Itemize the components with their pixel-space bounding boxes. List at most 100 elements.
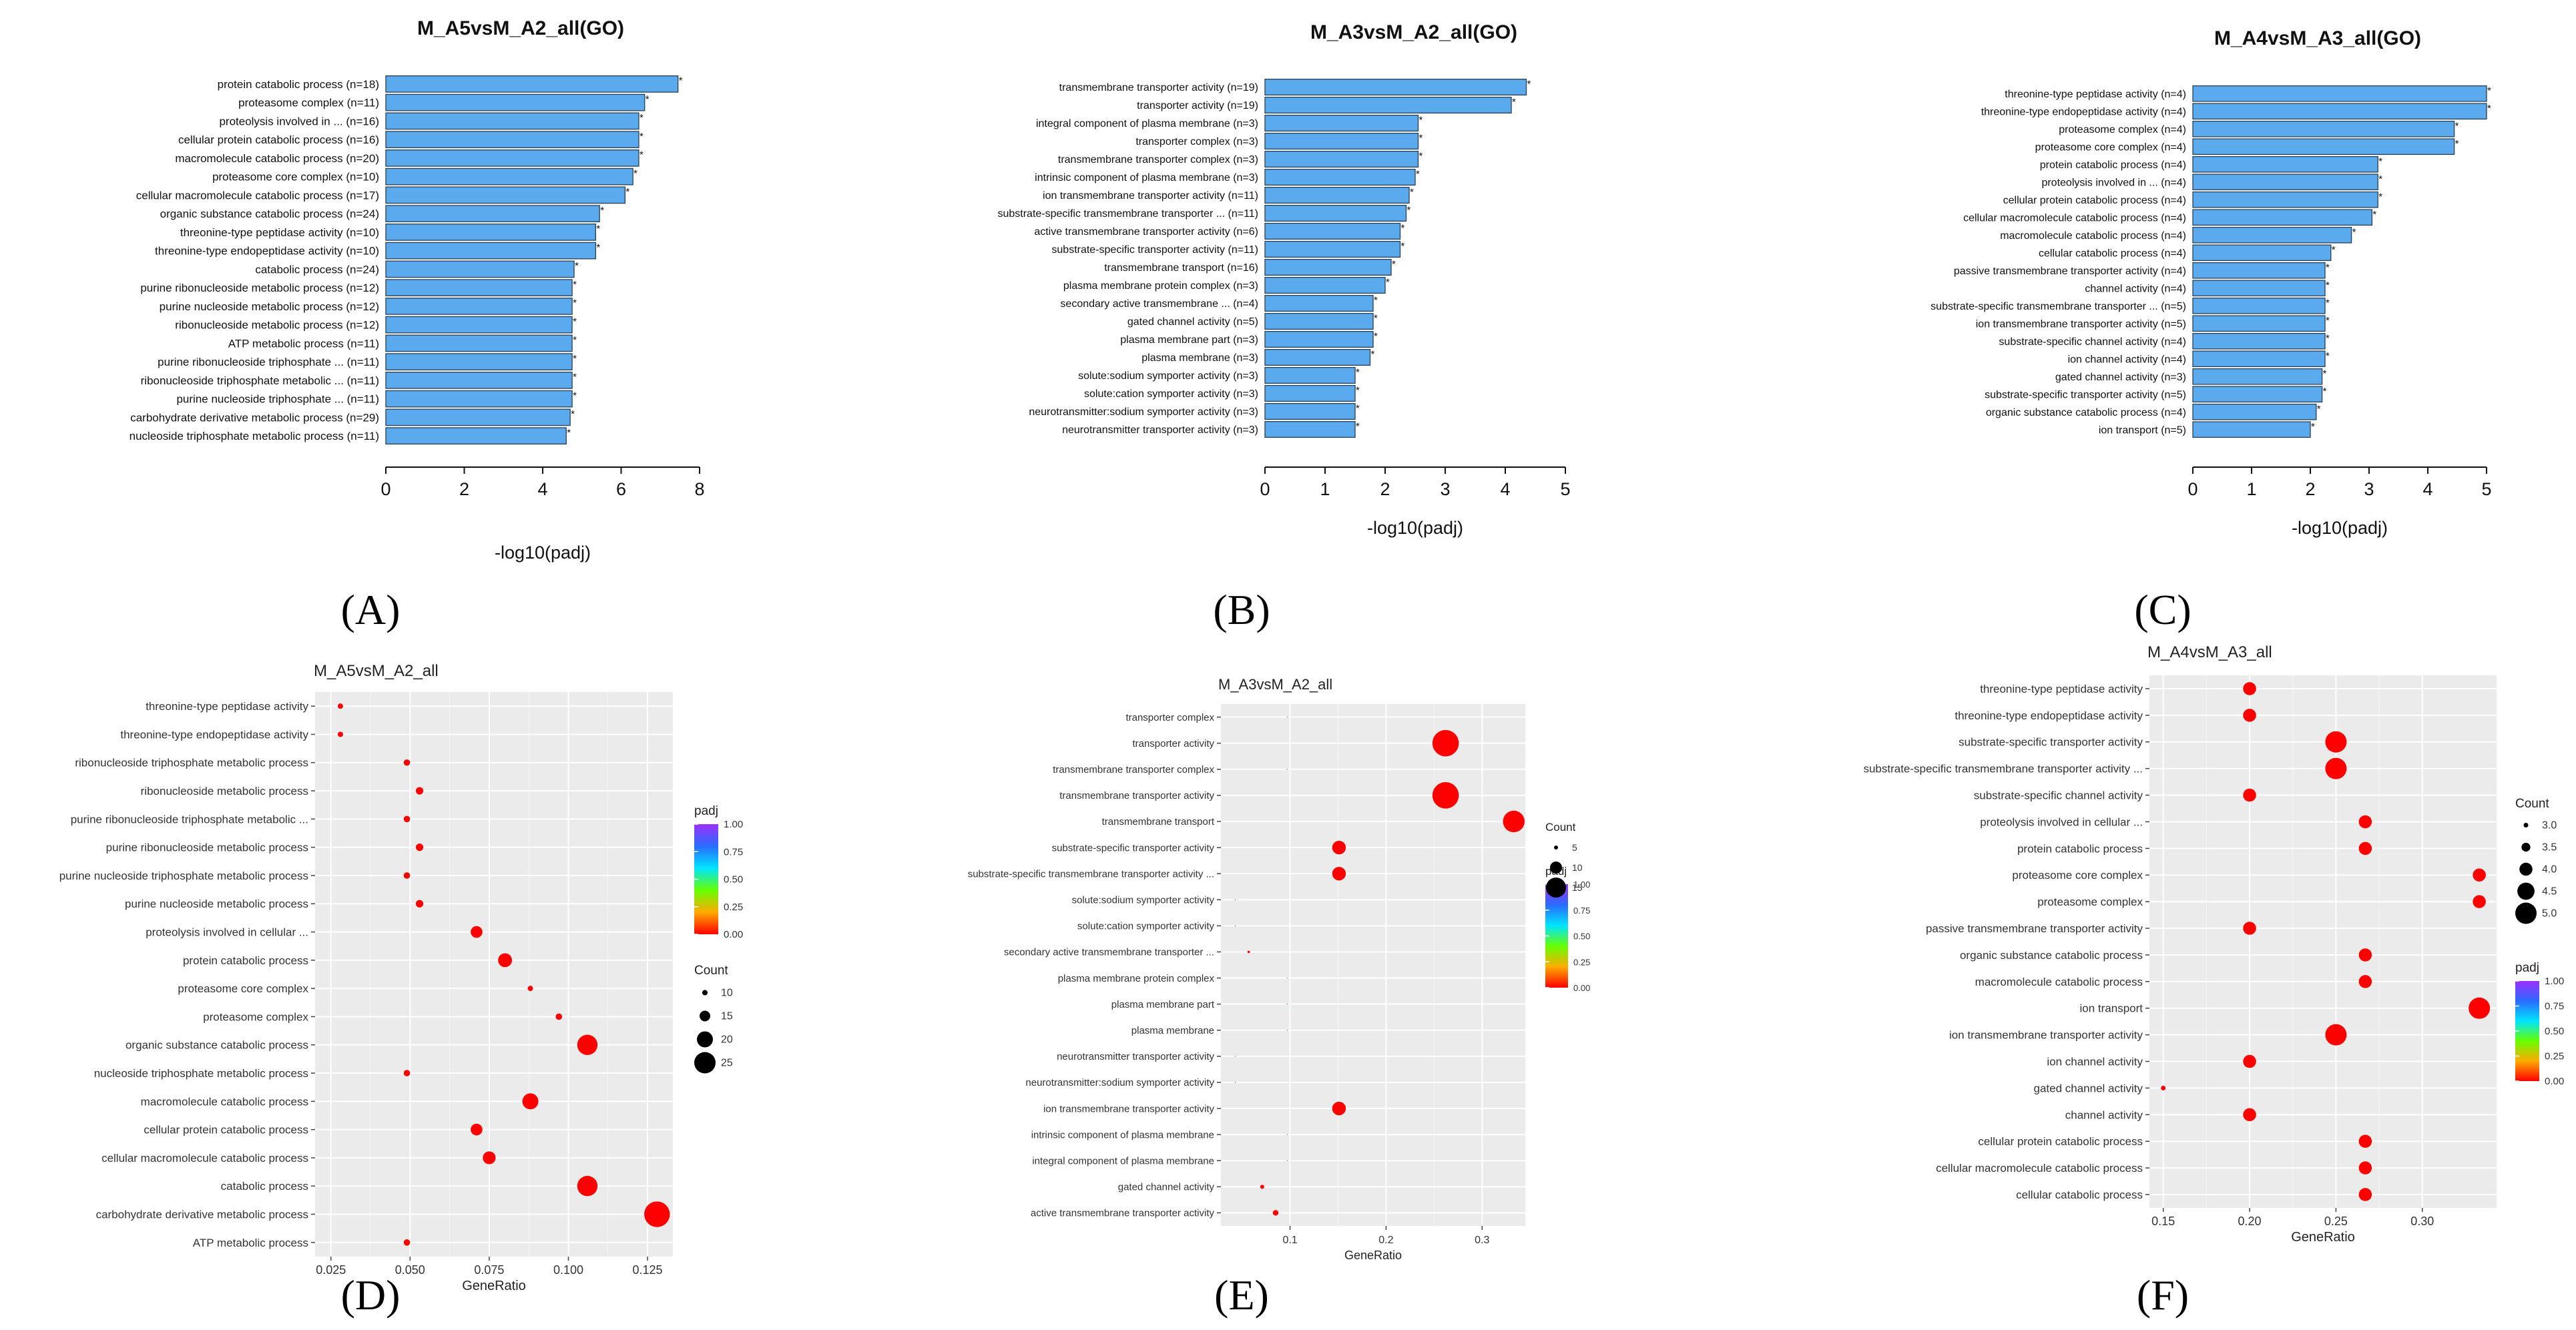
y-category-label: purine ribonucleoside triphosphate metab…	[71, 813, 308, 825]
significance-marker: *	[1392, 259, 1396, 270]
significance-marker: *	[2455, 121, 2459, 132]
significance-marker: *	[639, 131, 643, 142]
bar	[385, 316, 573, 334]
size-legend-dot	[2521, 842, 2531, 852]
chart-title: M_A4vsM_A3_all(GO)	[2214, 27, 2421, 49]
data-point	[403, 815, 411, 823]
x-tick-label: 0	[380, 479, 391, 499]
bar-category-label: threonine-type peptidase activity (n=4)	[2005, 89, 2186, 100]
data-point	[471, 1123, 483, 1136]
data-point	[403, 1239, 411, 1246]
size-legend-dot	[700, 1010, 710, 1022]
size-legend-label: 15	[721, 1011, 733, 1022]
dot-chart-d: threonine-type peptidase activity threoni…	[59, 692, 743, 1293]
y-category-label: macromolecule catabolic process	[1975, 976, 2143, 988]
x-tick-label: 0.1	[1282, 1235, 1297, 1246]
x-tick-label: 0	[1260, 479, 1270, 499]
x-tick-label: 0.025	[316, 1263, 346, 1277]
significance-marker: *	[571, 408, 575, 420]
data-point	[2358, 1188, 2372, 1201]
significance-marker: *	[1374, 295, 1378, 306]
color-legend-label: 1.00	[724, 819, 743, 830]
bar-category-label: threonine-type peptidase activity (n=10)	[180, 226, 379, 239]
data-point	[1286, 1160, 1288, 1161]
size-legend-label: 20	[721, 1034, 733, 1046]
chart-title: M_A5vsM_A2_all(GO)	[417, 17, 624, 39]
x-tick-label: 5	[2481, 479, 2491, 499]
bar-category-label: integral component of plasma membrane (n…	[1036, 118, 1258, 129]
x-axis-label: GeneRatio	[462, 1279, 526, 1293]
significance-marker: *	[1356, 367, 1360, 378]
bar	[1264, 204, 1407, 222]
x-tick-label: 8	[694, 479, 704, 499]
bar-category-label: ATP metabolic process (n=11)	[228, 337, 379, 350]
x-tick-label: 0.20	[2238, 1215, 2262, 1228]
panel-a: M_A5vsM_A2_all(GO) protein catabolic pro…	[130, 17, 705, 633]
bar-category-label: threonine-type endopeptidase activity (n…	[155, 245, 379, 258]
bar	[1264, 78, 1527, 96]
x-tick-label: 3	[2364, 479, 2374, 499]
bar	[1264, 384, 1356, 402]
bar	[1264, 420, 1356, 438]
significance-marker: *	[2378, 156, 2382, 168]
bar	[1264, 276, 1386, 294]
bar	[385, 112, 639, 130]
y-category-label: active transmembrane transporter activit…	[1031, 1208, 1215, 1219]
significance-marker: *	[2326, 333, 2330, 344]
bar	[2192, 174, 2378, 191]
bar	[385, 372, 573, 389]
bar-category-label: proteolysis involved in ... (n=16)	[219, 115, 379, 127]
y-category-label: ion transmembrane transporter activity	[1949, 1029, 2143, 1042]
significance-marker: *	[679, 75, 683, 87]
panel-e: M_A3vsM_A2_all transporter complextransp…	[968, 676, 1591, 1319]
size-legend-title: Count	[1545, 821, 1576, 834]
panel-label-b: (B)	[1213, 586, 1270, 633]
bar-category-label: protein catabolic process (n=18)	[218, 78, 379, 91]
y-category-label: purine ribonucleoside metabolic process	[106, 842, 308, 854]
bar-category-label: transporter complex (n=3)	[1135, 136, 1258, 147]
bar-category-label: organic substance catabolic process (n=2…	[160, 208, 379, 220]
data-point	[2243, 682, 2256, 695]
size-legend-label: 4.0	[2542, 864, 2557, 876]
size-legend-dot	[702, 990, 708, 996]
x-tick-label: 4	[537, 479, 547, 499]
bar	[385, 279, 573, 296]
y-category-label: purine nucleoside triphosphate metabolic…	[59, 870, 308, 882]
significance-marker: *	[573, 279, 577, 290]
bar	[2192, 120, 2455, 137]
color-legend-label: 0.50	[724, 874, 743, 886]
data-point	[1272, 1210, 1279, 1216]
significance-marker: *	[1356, 403, 1360, 414]
y-category-label: threonine-type peptidase activity	[146, 700, 308, 713]
bar	[385, 242, 596, 260]
significance-marker: *	[573, 372, 577, 383]
data-point	[1332, 1101, 1346, 1116]
bar-category-label: cellular protein catabolic process (n=16…	[178, 133, 379, 146]
significance-marker: *	[573, 298, 577, 309]
data-point	[2358, 948, 2372, 962]
data-point	[522, 1093, 539, 1110]
color-legend-label: 0.00	[724, 929, 743, 940]
x-tick-label: 4	[2422, 479, 2432, 499]
significance-marker: *	[625, 186, 629, 198]
y-category-label: cellular catabolic process	[2016, 1189, 2143, 1201]
bar	[1264, 294, 1374, 312]
y-category-label: transporter complex	[1125, 712, 1214, 723]
data-point	[2325, 1024, 2347, 1046]
chart-title: M_A3vsM_A2_all	[1218, 676, 1332, 693]
data-point	[577, 1176, 598, 1197]
significance-marker: *	[567, 427, 571, 438]
data-point	[2473, 868, 2486, 882]
significance-marker: *	[1419, 115, 1423, 126]
bar	[385, 75, 679, 93]
data-point	[577, 1034, 598, 1055]
y-category-label: proteolysis involved in cellular ...	[146, 926, 308, 939]
y-category-label: organic substance catabolic process	[125, 1039, 308, 1052]
data-point	[2473, 895, 2486, 908]
color-legend-label: 0.25	[724, 902, 743, 913]
bar-category-label: solute:sodium symporter activity (n=3)	[1078, 370, 1258, 382]
x-tick-label: 0.075	[474, 1263, 504, 1277]
bar	[2192, 280, 2326, 297]
y-category-label: proteolysis involved in cellular ...	[1980, 815, 2143, 828]
bar-category-label: solute:cation symporter activity (n=3)	[1084, 388, 1258, 400]
